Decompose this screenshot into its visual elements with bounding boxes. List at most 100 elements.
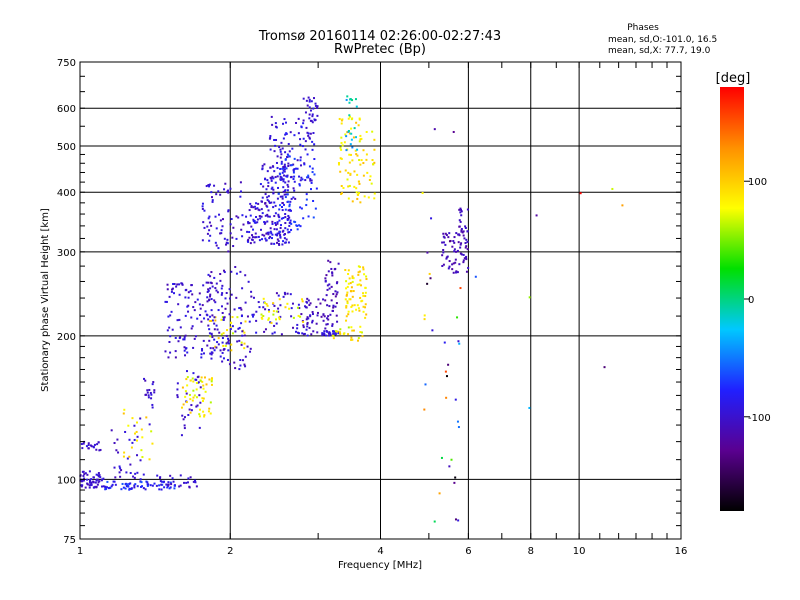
echo-point (149, 391, 152, 394)
echo-point (334, 305, 337, 308)
echo-point (304, 179, 307, 182)
echo-point (208, 185, 211, 188)
echo-point (256, 207, 259, 210)
echo-point (286, 189, 289, 192)
echo-point (293, 134, 296, 137)
echo-point (277, 186, 280, 189)
echo-point (312, 216, 315, 219)
echo-point (150, 397, 153, 400)
echo-point (192, 396, 195, 399)
echo-point (287, 209, 290, 212)
echo-point (347, 326, 350, 329)
echo-point (168, 340, 171, 343)
echo-point (603, 366, 606, 369)
echo-point (160, 480, 163, 483)
echo-point (169, 314, 172, 317)
echo-point (122, 412, 125, 415)
echo-point (149, 484, 152, 487)
echo-point (347, 269, 350, 272)
echo-point (319, 302, 322, 305)
echo-point (342, 332, 345, 335)
echo-point (282, 216, 285, 219)
echo-point (213, 338, 216, 341)
echo-point (332, 332, 335, 335)
echo-point (185, 378, 188, 381)
echo-point (96, 443, 99, 446)
echo-point (474, 275, 477, 278)
echo-point (241, 214, 244, 217)
echo-point (216, 341, 219, 344)
echo-point (336, 281, 339, 284)
echo-point (206, 296, 209, 299)
echo-point (150, 430, 153, 433)
echo-point (271, 186, 274, 189)
echo-point (238, 326, 241, 329)
echo-point (285, 238, 288, 241)
echo-point (345, 306, 348, 309)
echo-point (282, 137, 285, 140)
echo-point (147, 394, 150, 397)
echo-point (332, 337, 335, 340)
echo-point (207, 318, 210, 321)
echo-point (248, 231, 251, 234)
echo-point (301, 298, 304, 301)
echo-point (271, 175, 274, 178)
echo-point (326, 330, 329, 333)
echo-point (86, 473, 89, 476)
echo-point (201, 202, 204, 205)
echo-point (289, 164, 292, 167)
echo-point (460, 253, 463, 256)
echo-point (208, 332, 211, 335)
echo-point (144, 488, 147, 491)
echo-point (346, 302, 349, 305)
echo-point (456, 316, 459, 319)
echo-point (205, 185, 208, 188)
echo-point (337, 163, 340, 166)
echo-point (239, 181, 242, 184)
echo-point (292, 163, 295, 166)
echo-point (201, 205, 204, 208)
echo-point (209, 275, 212, 278)
echo-point (184, 390, 187, 393)
echo-point (462, 261, 465, 264)
echo-point (81, 480, 84, 483)
echo-point (153, 391, 156, 394)
echo-point (221, 341, 224, 344)
echo-point (308, 326, 311, 329)
echo-point (275, 161, 278, 164)
echo-point (283, 193, 286, 196)
echo-point (128, 488, 131, 491)
echo-point (202, 284, 205, 287)
echo-point (269, 148, 272, 151)
echo-point (236, 316, 239, 319)
echo-point (451, 263, 454, 266)
echo-point (300, 313, 303, 316)
echo-point (262, 185, 265, 188)
echo-point (296, 167, 299, 170)
echo-point (339, 170, 342, 173)
echo-point (373, 197, 376, 200)
echo-point (196, 298, 199, 301)
x-tick-label: 10 (573, 546, 586, 557)
echo-point (206, 314, 209, 317)
echo-point (274, 176, 277, 179)
echo-point (459, 220, 462, 223)
echo-point (274, 181, 277, 184)
echo-point (128, 482, 131, 485)
echo-point (286, 183, 289, 186)
echo-point (217, 309, 220, 312)
echo-point (302, 217, 305, 220)
echo-point (148, 423, 151, 426)
echo-point (151, 484, 154, 487)
echo-point (271, 332, 274, 335)
y-tick-label: 600 (57, 104, 76, 115)
echo-point (445, 256, 448, 259)
echo-point (288, 231, 291, 234)
echo-point (169, 351, 172, 354)
echo-point (184, 314, 187, 317)
echo-point (151, 383, 154, 386)
echo-point (279, 156, 282, 159)
echo-point (214, 319, 217, 322)
echo-point (189, 476, 192, 479)
echo-point (85, 445, 88, 448)
